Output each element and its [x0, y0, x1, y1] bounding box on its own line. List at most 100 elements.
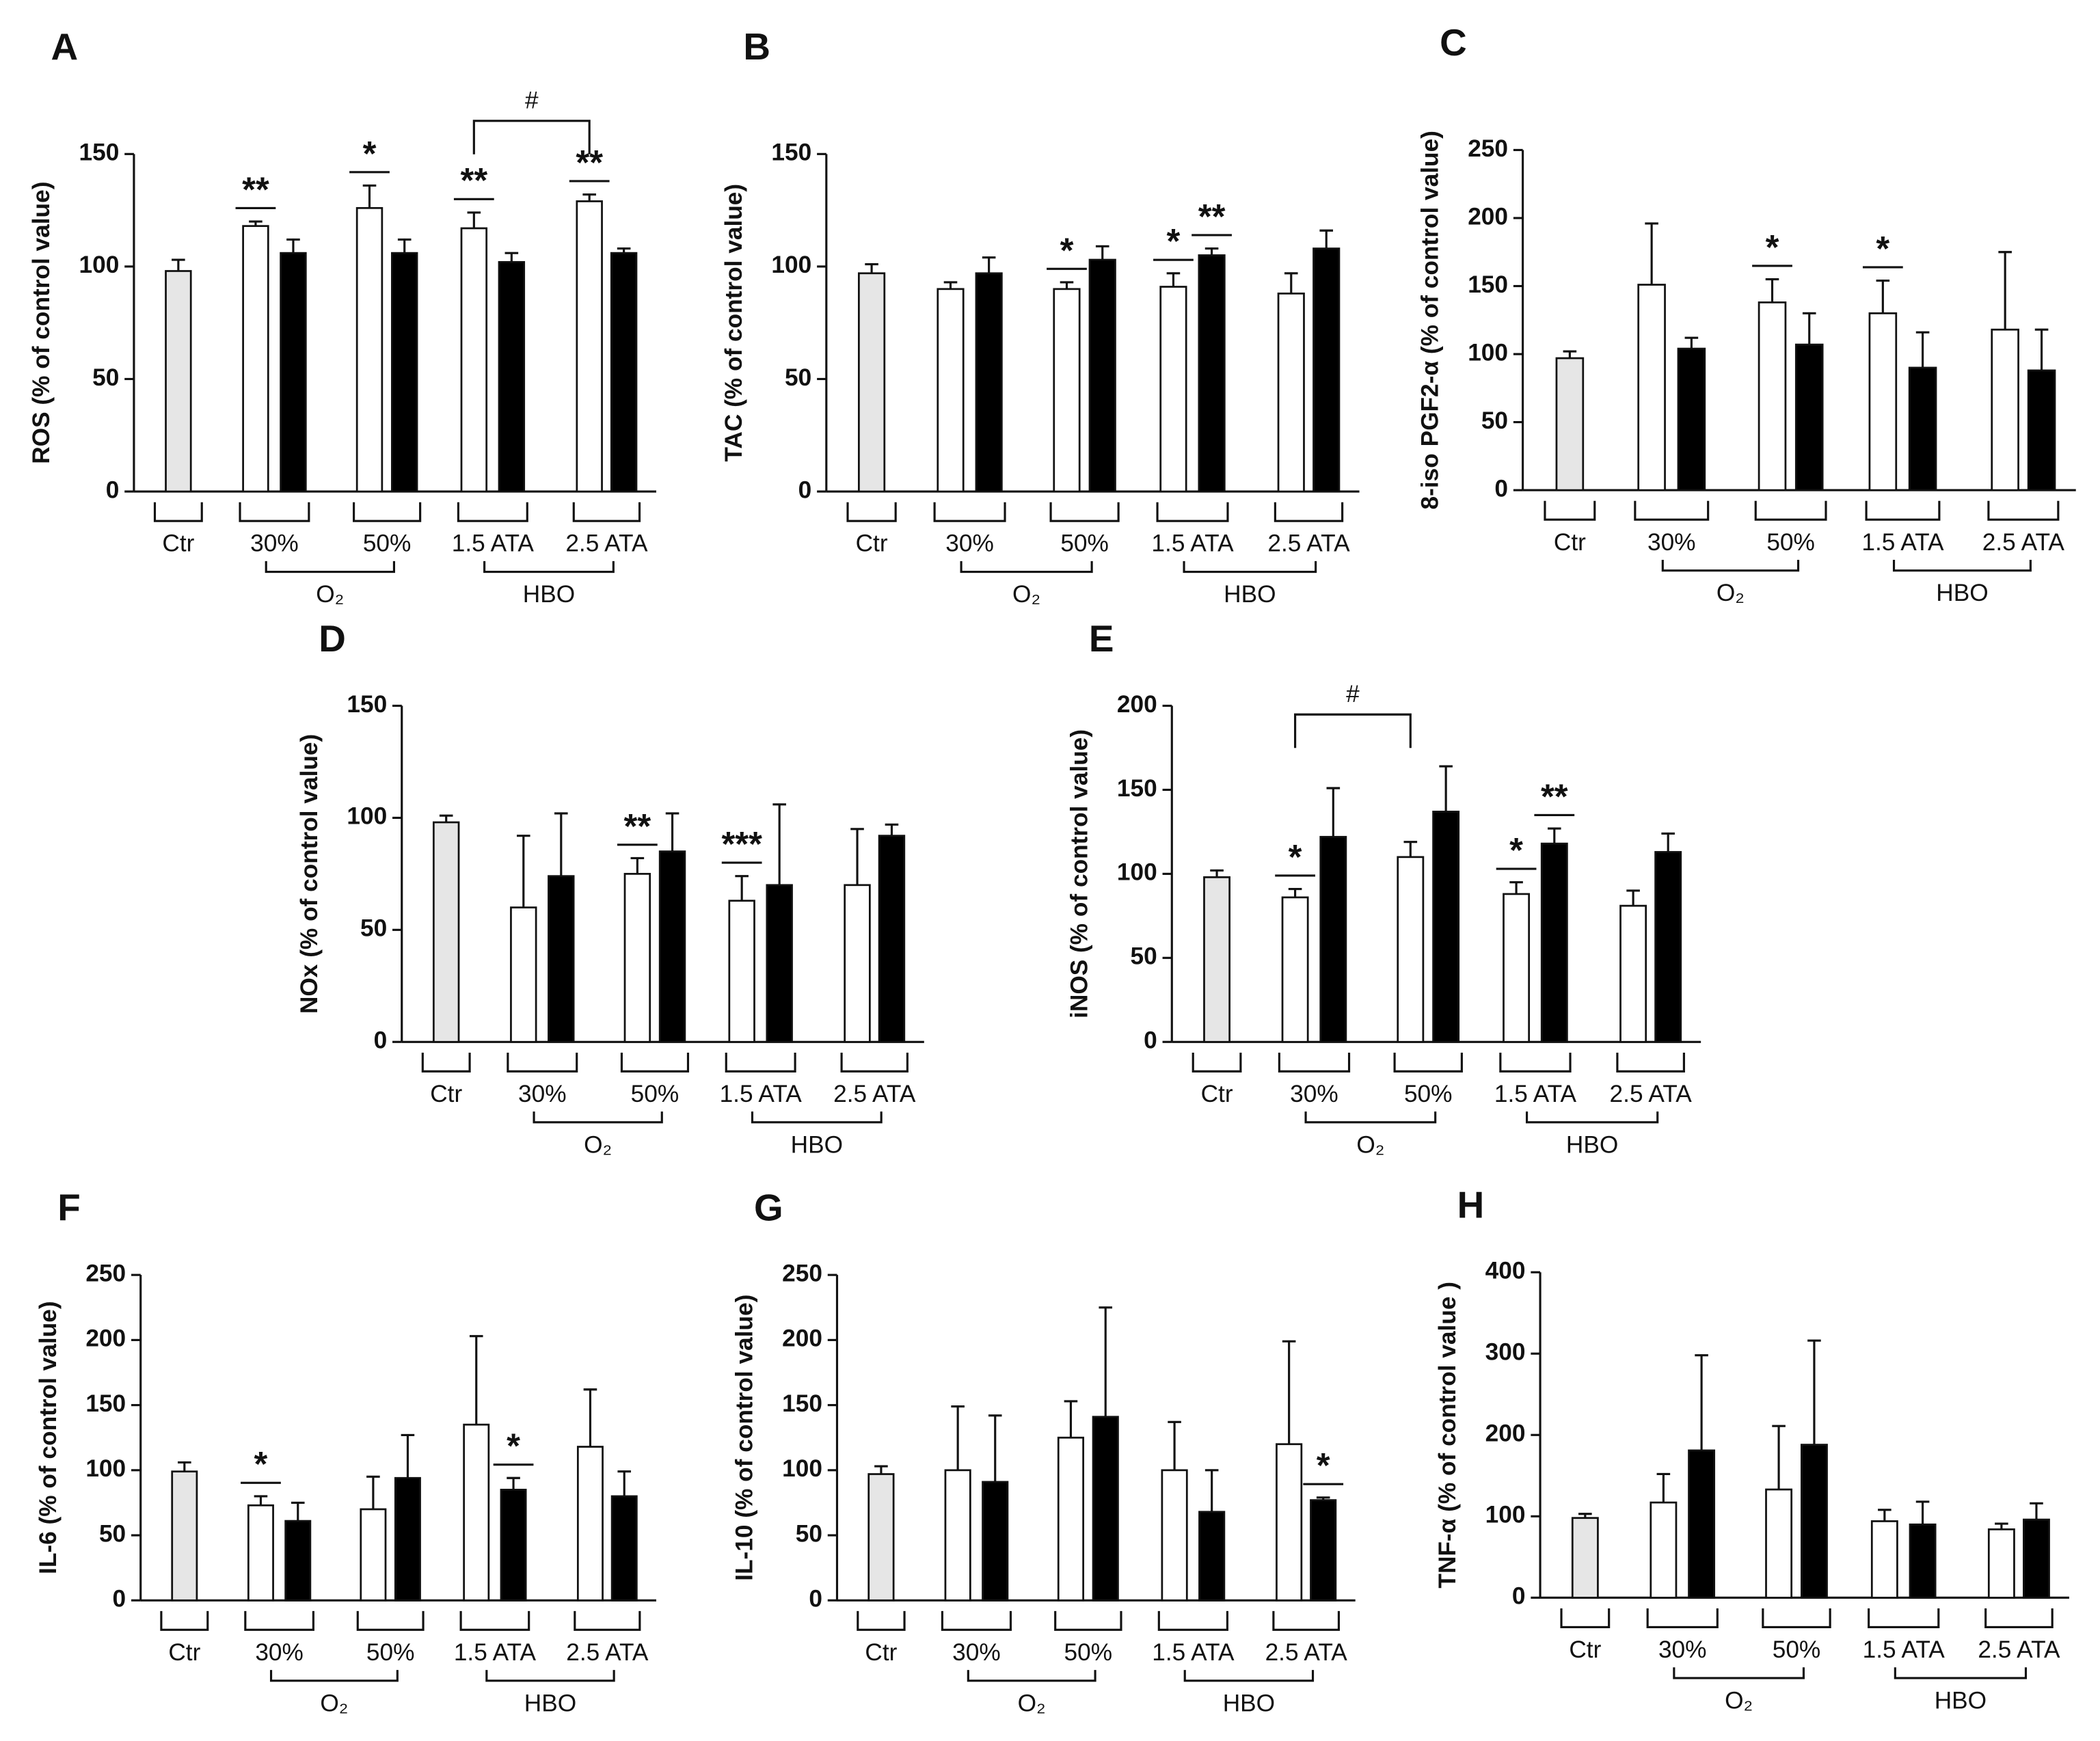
group-label: 1.5 ATA [1152, 1639, 1235, 1666]
y-tick-label: 150 [771, 139, 811, 166]
group-label: 30% [255, 1639, 304, 1666]
significance: ** [461, 161, 488, 200]
group-label: 50% [631, 1081, 679, 1107]
supergroup-label: O₂ [1356, 1131, 1384, 1158]
group-bracket [1865, 500, 1941, 521]
significance: * [254, 1444, 268, 1483]
supergroup-label: HBO [1223, 1690, 1275, 1716]
bar [1198, 254, 1226, 493]
bar [1053, 288, 1081, 493]
y-tick-label: 150 [85, 1390, 126, 1417]
group-label: 1.5 ATA [1151, 530, 1234, 557]
bar [463, 1423, 490, 1602]
group-label: 2.5 ATA [1978, 1636, 2060, 1663]
panel: G IL-10 (% of control value) 0 50 100 150 200 2… [731, 1187, 1356, 1716]
bar [432, 821, 460, 1043]
group-bracket [1868, 1608, 1940, 1629]
group-label: Ctr [162, 530, 194, 557]
bar [391, 252, 418, 493]
y-tick-label: 0 [1494, 475, 1508, 502]
supergroup-label: O₂ [316, 581, 344, 608]
significance: ** [1541, 777, 1568, 815]
group-label: 50% [363, 530, 412, 557]
supergroup-bracket [265, 561, 395, 573]
group-label: 2.5 ATA [565, 530, 648, 557]
bar [576, 200, 603, 493]
panel-letter: G [754, 1187, 783, 1229]
group-label: 2.5 ATA [1267, 530, 1350, 557]
bar [1650, 1501, 1678, 1599]
y-tick-label: 50 [92, 364, 119, 391]
group-label: 1.5 ATA [720, 1081, 803, 1107]
significance: * [1876, 229, 1889, 268]
y-tick-label: 100 [771, 252, 811, 278]
significance: * [363, 134, 377, 173]
panel-letter: D [319, 617, 346, 660]
group-bracket [1499, 1052, 1572, 1072]
bracket [472, 120, 591, 154]
bar [280, 252, 307, 493]
bar [1758, 301, 1787, 491]
y-tick-label: 100 [347, 803, 387, 830]
supergroup-bracket [269, 1670, 399, 1682]
group-bracket [353, 502, 422, 522]
bar [610, 1495, 638, 1602]
bar [944, 1469, 971, 1602]
y-tick-label: 50 [99, 1520, 126, 1547]
group-bracket [1156, 502, 1229, 522]
bar [1310, 1499, 1337, 1602]
bar [766, 884, 793, 1043]
bar [1503, 893, 1531, 1043]
bar [498, 260, 526, 493]
group-bracket [725, 1052, 796, 1072]
y-tick-label: 0 [374, 1027, 388, 1054]
y-tick-label: 200 [1468, 203, 1508, 230]
bar [1397, 856, 1425, 1043]
group-label: 50% [1064, 1639, 1113, 1666]
bar [844, 884, 871, 1043]
significance: * [1766, 228, 1779, 267]
significance: * [1509, 831, 1523, 869]
bar [623, 873, 651, 1043]
significance: ** [1198, 197, 1226, 236]
group-label: 50% [366, 1639, 415, 1666]
group-bracket [933, 502, 1006, 522]
panel-letter: F [57, 1187, 81, 1229]
panel-letter: B [743, 25, 770, 68]
supergroup-label: HBO [1935, 1687, 1987, 1714]
bar [1161, 1469, 1188, 1602]
bar [510, 906, 537, 1043]
group-label: 30% [1290, 1081, 1338, 1107]
y-tick-label: 0 [1144, 1027, 1157, 1054]
supergroup-bracket [967, 1670, 1096, 1682]
supergroup-bracket [1894, 1667, 2028, 1679]
group-label: 2.5 ATA [1265, 1639, 1348, 1666]
supergroup-bracket [1526, 1111, 1659, 1124]
group-label: 2.5 ATA [566, 1639, 649, 1666]
group-bracket [1560, 1608, 1611, 1629]
group-label: Ctr [1201, 1081, 1233, 1107]
bar [1281, 896, 1309, 1043]
bar [1688, 1449, 1716, 1599]
group-bracket [840, 1052, 908, 1072]
supergroup-label: HBO [524, 1690, 576, 1716]
y-tick-label: 0 [798, 476, 812, 503]
group-bracket [1634, 500, 1710, 521]
supergroup-bracket [1183, 1670, 1315, 1682]
group-bracket [239, 502, 310, 522]
y-tick-label: 50 [360, 915, 387, 942]
y-tick-label: 0 [809, 1586, 822, 1612]
bar [982, 1481, 1009, 1602]
y-tick-label: 100 [85, 1455, 126, 1482]
bar [1991, 328, 2019, 491]
bar [460, 227, 488, 493]
supergroup-bracket [1183, 561, 1317, 573]
y-axis-label: iNOS (% of control value) [1066, 729, 1092, 1018]
supergroup-label: HBO [791, 1131, 843, 1158]
bar [1540, 842, 1568, 1043]
supergroup-bracket [483, 561, 615, 573]
group-bracket [1393, 1052, 1463, 1072]
group-label: 2.5 ATA [1610, 1081, 1693, 1107]
group-label: 1.5 ATA [1861, 529, 1944, 556]
